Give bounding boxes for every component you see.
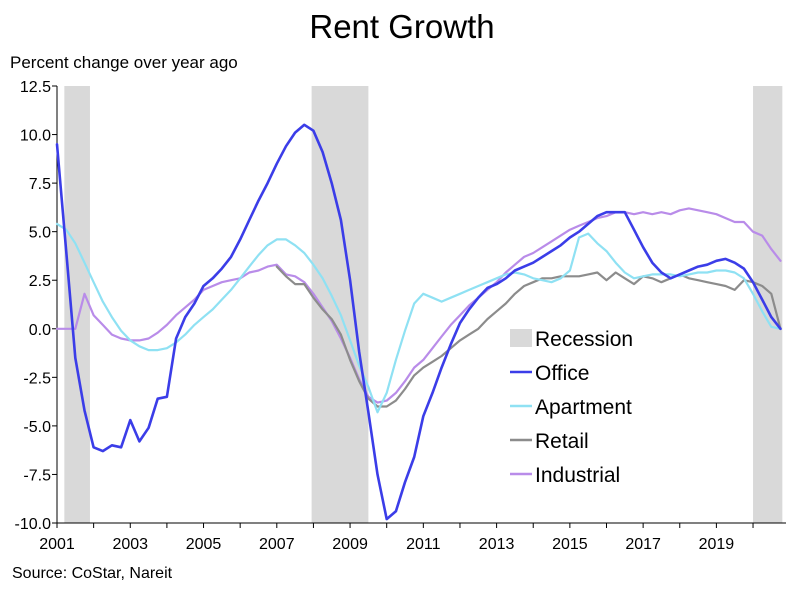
series-line-industrial bbox=[55, 207, 782, 404]
y-tick-label: 2.5 bbox=[29, 273, 51, 290]
y-tick-label: -7.5 bbox=[23, 467, 51, 484]
y-tick-label: 10.0 bbox=[20, 128, 51, 145]
legend-label-apartment: Apartment bbox=[535, 396, 632, 419]
legend-label-recession: Recession bbox=[535, 328, 633, 351]
y-tick-label: 5.0 bbox=[29, 225, 51, 242]
recession-shading-layer bbox=[64, 86, 783, 523]
source-note: Source: CoStar, Nareit bbox=[12, 565, 173, 582]
x-tick-label: 2009 bbox=[332, 536, 368, 553]
x-tick-label: 2017 bbox=[625, 536, 661, 553]
x-tick-label: 2005 bbox=[186, 536, 222, 553]
axes: 12.5 10.0 7.5 5.0 2.5 0.0 -2.5 -5.0 -7.5 -10.0 200… bbox=[15, 79, 786, 553]
recession-band bbox=[64, 86, 90, 523]
y-axis-unit-label: Percent change over year ago bbox=[10, 53, 238, 72]
y-tick-label: 7.5 bbox=[29, 176, 51, 193]
x-tick-label: 2003 bbox=[112, 536, 148, 553]
x-tick-label: 2007 bbox=[259, 536, 295, 553]
series-line-retail bbox=[275, 265, 782, 408]
series-line-apartment bbox=[55, 222, 782, 414]
y-tick-label: -10.0 bbox=[15, 516, 52, 533]
legend: Recession Office Apartment Retail Industrial bbox=[510, 328, 633, 487]
series-lines bbox=[55, 123, 782, 521]
y-tick-label: -5.0 bbox=[23, 419, 51, 436]
x-tick-label: 2001 bbox=[39, 536, 75, 553]
y-tick-label: -2.5 bbox=[23, 370, 51, 387]
legend-swatch-recession bbox=[510, 329, 532, 347]
y-tick-label: 0.0 bbox=[29, 322, 51, 339]
x-tick-label: 2013 bbox=[479, 536, 515, 553]
x-tick-label: 2015 bbox=[552, 536, 588, 553]
legend-label-retail: Retail bbox=[535, 430, 589, 453]
legend-label-office: Office bbox=[535, 362, 589, 385]
chart-title: Rent Growth bbox=[309, 8, 495, 45]
series-line-office bbox=[55, 123, 782, 521]
legend-label-industrial: Industrial bbox=[535, 464, 620, 487]
x-tick-label: 2011 bbox=[406, 536, 441, 553]
y-tick-label: 12.5 bbox=[20, 79, 51, 96]
x-tick-label: 2019 bbox=[699, 536, 735, 553]
